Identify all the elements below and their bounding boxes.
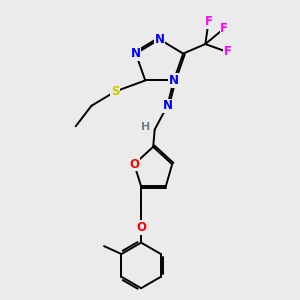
Text: F: F (224, 46, 232, 59)
Text: O: O (129, 158, 139, 171)
Text: O: O (136, 221, 146, 234)
Text: N: N (162, 99, 172, 112)
Text: F: F (220, 22, 228, 35)
Text: F: F (205, 15, 212, 28)
Text: N: N (154, 33, 164, 46)
Text: N: N (131, 47, 141, 60)
Text: H: H (141, 122, 151, 132)
Text: S: S (111, 85, 119, 98)
Text: N: N (169, 74, 179, 87)
